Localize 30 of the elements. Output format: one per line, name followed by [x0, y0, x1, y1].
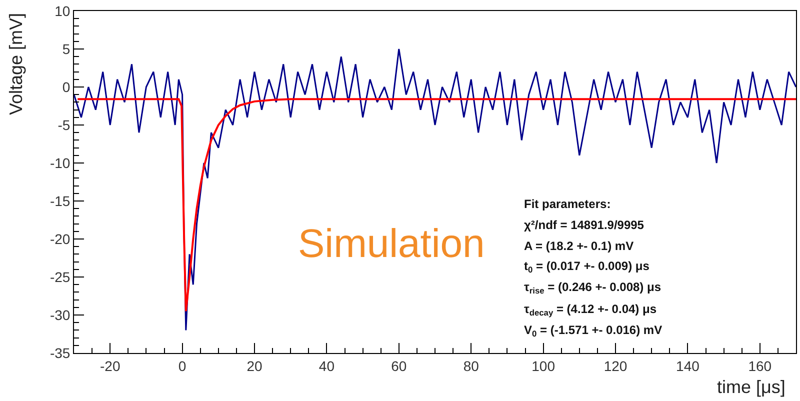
y-tick-label: -25 — [50, 268, 70, 285]
annotation: τ$_{rise}$ = (0.246 +- 0.008) μs — [524, 280, 662, 296]
annotation: χ²/ndf = 14891.9/9995 — [524, 218, 644, 232]
x-tick-label: 60 — [391, 358, 407, 374]
y-tick-label: 0 — [62, 78, 70, 95]
y-tick-label: 10 — [54, 2, 70, 19]
y-tick-label: 5 — [62, 40, 70, 57]
x-tick-label: 40 — [318, 358, 335, 374]
annotation: Simulation — [298, 222, 485, 266]
annotation: Fit parameters: — [524, 197, 611, 211]
x-tick-label: 80 — [463, 358, 480, 374]
y-tick-label: -30 — [50, 306, 70, 323]
x-tick-label: -20 — [100, 358, 120, 374]
annotation: V$_{0}$ = (-1.571 +- 0.016) mV — [524, 323, 662, 339]
annotation: τ$_{decay}$ = (4.12 +- 0.04) μs — [524, 302, 657, 318]
annotation: t$_{0}$ = (0.017 +- 0.009) μs — [524, 259, 650, 275]
y-tick-label: -5 — [58, 116, 70, 133]
x-tick-label: 0 — [178, 358, 186, 374]
annotation: A = (18.2 +- 0.1) mV — [524, 239, 634, 253]
x-tick-label: 20 — [246, 358, 262, 374]
x-tick-label: 160 — [748, 358, 772, 374]
y-tick-label: -35 — [50, 344, 70, 361]
y-axis-title: Voltage [mV] — [6, 12, 26, 115]
y-tick-label: -20 — [50, 230, 70, 247]
y-tick-label: -15 — [50, 192, 70, 209]
x-tick-label: 100 — [532, 358, 556, 374]
y-tick-label: -10 — [50, 154, 70, 171]
x-axis-title: time [μs] — [717, 377, 790, 397]
x-tick-label: 120 — [604, 358, 628, 374]
x-tick-label: 140 — [676, 358, 700, 374]
